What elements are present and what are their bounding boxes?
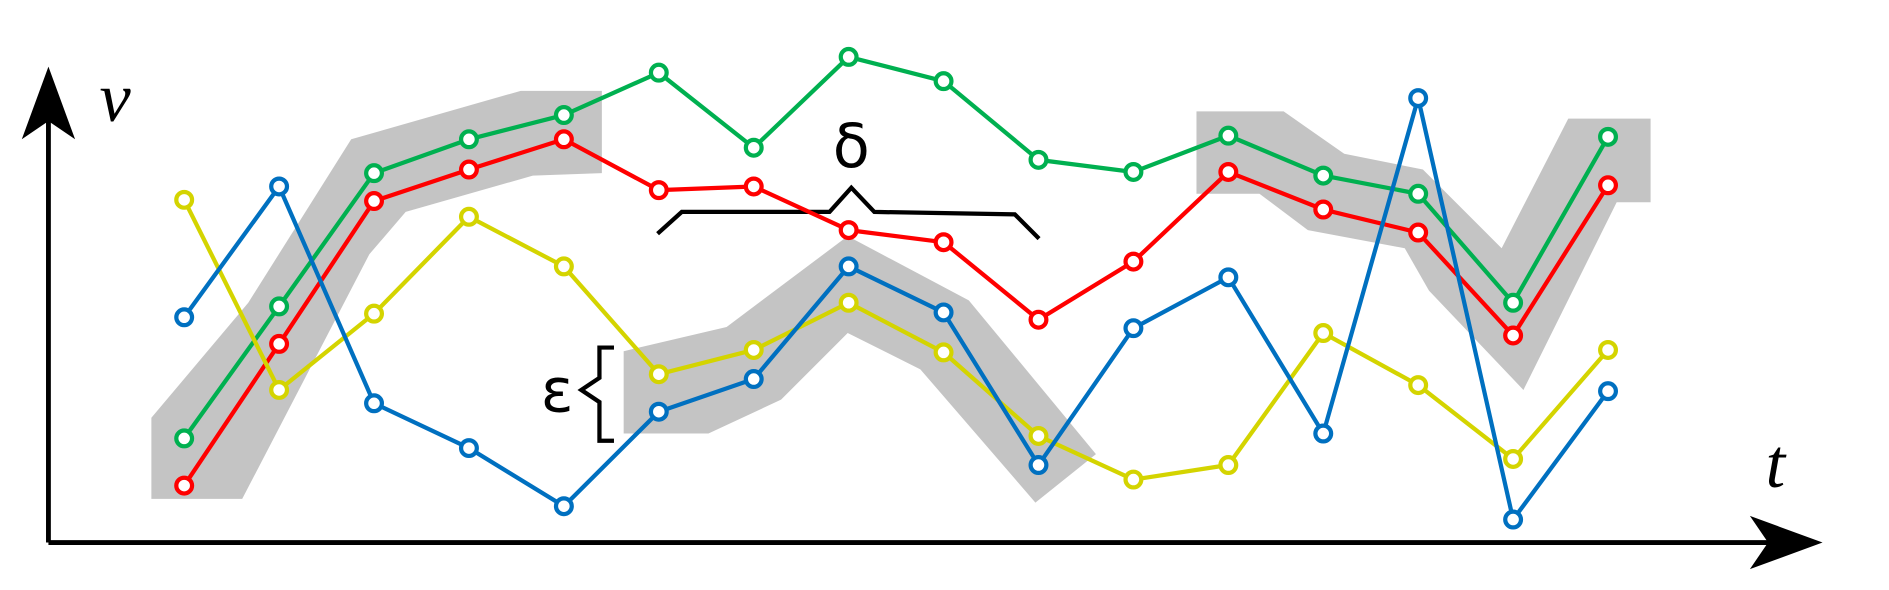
point <box>458 438 479 459</box>
point <box>1123 161 1144 182</box>
point <box>269 379 290 400</box>
point <box>458 159 479 180</box>
point <box>648 62 669 83</box>
point <box>364 303 385 324</box>
point <box>1028 149 1049 170</box>
plot: v t δ ε <box>21 46 1823 570</box>
point <box>1408 222 1429 243</box>
point <box>269 296 290 317</box>
point <box>458 206 479 227</box>
point <box>1028 425 1049 446</box>
point <box>458 129 479 150</box>
point <box>1218 125 1239 146</box>
point <box>174 475 195 496</box>
point <box>838 220 859 241</box>
point <box>838 292 859 313</box>
point <box>1218 161 1239 182</box>
point <box>1218 455 1239 476</box>
point <box>1598 126 1619 147</box>
point <box>743 137 764 158</box>
point <box>1028 309 1049 330</box>
point <box>1408 375 1429 396</box>
x-arrow <box>1749 515 1823 570</box>
point <box>553 105 574 126</box>
series-line <box>182 54 1610 440</box>
point <box>933 342 954 363</box>
point <box>174 428 195 449</box>
point <box>933 71 954 92</box>
point <box>1408 183 1429 204</box>
point <box>1503 509 1524 530</box>
point <box>838 46 859 67</box>
y-axis-label: v <box>99 59 131 137</box>
point <box>364 393 385 414</box>
point <box>1313 323 1334 344</box>
point <box>933 232 954 253</box>
series-line <box>182 137 1610 487</box>
epsilon-brace <box>577 345 614 443</box>
point <box>364 191 385 212</box>
delta-brace <box>656 184 1041 241</box>
point <box>553 129 574 150</box>
point <box>1503 325 1524 346</box>
point <box>743 369 764 390</box>
band <box>623 236 1096 503</box>
point <box>1503 448 1524 469</box>
point <box>1123 318 1144 339</box>
point <box>1503 292 1524 313</box>
band <box>1196 111 1651 390</box>
point <box>553 496 574 517</box>
point <box>1123 469 1144 490</box>
point <box>743 339 764 360</box>
point <box>1313 199 1334 220</box>
point <box>933 302 954 323</box>
epsilon-label: ε <box>541 357 574 427</box>
x-axis-label: t <box>1766 425 1787 503</box>
point <box>743 176 764 197</box>
point <box>269 333 290 354</box>
delta-label: δ <box>833 112 870 182</box>
point <box>1123 251 1144 272</box>
point <box>553 256 574 277</box>
series-line <box>182 95 1610 522</box>
axes <box>46 108 1781 545</box>
y-arrow <box>21 66 76 140</box>
point <box>269 176 290 197</box>
point <box>1598 381 1619 402</box>
point <box>364 163 385 184</box>
point <box>648 401 669 422</box>
point <box>1598 175 1619 196</box>
point <box>1313 165 1334 186</box>
band <box>151 90 602 499</box>
point <box>1313 423 1334 444</box>
point <box>1598 339 1619 360</box>
series-line <box>182 198 1610 482</box>
point <box>648 180 669 201</box>
point <box>648 364 669 385</box>
point <box>1028 455 1049 476</box>
point <box>174 307 195 328</box>
point <box>1408 88 1429 109</box>
point <box>1218 267 1239 288</box>
point <box>174 189 195 210</box>
highlight-bands <box>151 90 1651 503</box>
point <box>838 256 859 277</box>
